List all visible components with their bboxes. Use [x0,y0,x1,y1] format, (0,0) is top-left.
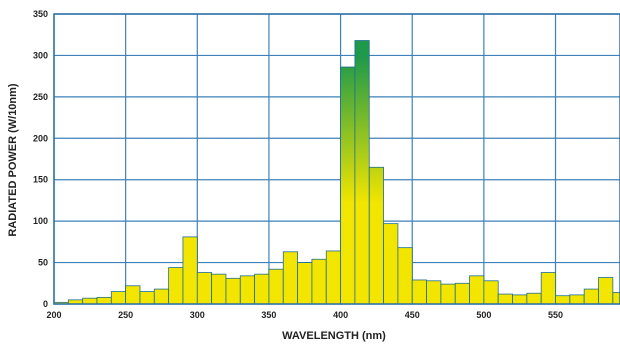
bar [440,283,456,305]
y-tick-label: 0 [43,299,48,309]
bar [569,294,585,305]
bar [526,292,542,305]
y-tick-label: 150 [33,175,48,185]
bar [469,275,485,305]
bar [497,293,513,305]
bar [325,250,341,305]
y-tick-labels: 0 50 100 150 200 250 300 350 [33,9,48,309]
bar [239,275,256,305]
bar [282,251,298,305]
bar [254,273,270,305]
bar [368,166,384,305]
x-axis-label: WAVELENGTH (nm) [282,330,386,342]
bar [125,285,141,305]
bar [383,223,399,305]
bars [53,40,620,305]
x-tick-label: 300 [190,310,205,320]
bar [96,296,112,305]
bar [397,247,413,305]
bar [598,277,614,305]
plot-border [53,13,620,305]
bar [411,279,427,305]
bar [483,280,499,305]
bar [512,294,528,305]
bar [612,291,620,305]
bar [297,262,313,305]
y-tick-label: 300 [33,50,48,60]
bar [182,236,198,305]
bar [340,66,356,305]
y-tick-label: 100 [33,216,48,226]
x-tick-labels: 200 250 300 350 400 450 500 550 [46,310,563,320]
bar [426,280,442,305]
bar [555,295,571,305]
bar [354,40,370,305]
y-axis-label: RADIATED POWER (W/10nm) [7,83,19,237]
bar [82,297,98,305]
y-tick-label: 200 [33,133,48,143]
y-tick-label: 50 [38,258,48,268]
bar [311,258,327,305]
bar [454,282,470,305]
x-tick-label: 400 [333,310,348,320]
bar [110,291,127,305]
bar [168,267,184,305]
plot-frame [53,13,620,305]
x-tick-label: 250 [118,310,133,320]
x-tick-label: 500 [476,310,491,320]
bar [211,273,227,305]
x-tick-label: 550 [548,310,563,320]
bar [153,288,170,305]
y-tick-label: 350 [33,9,48,19]
bar [139,291,155,305]
x-tick-label: 200 [46,310,61,320]
x-tick-label: 450 [405,310,420,320]
bar [268,268,284,305]
y-tick-label: 250 [33,92,48,102]
bar [225,277,241,305]
bar [583,288,599,305]
bar [540,272,556,305]
x-tick-label: 350 [261,310,276,320]
bar [196,272,213,305]
